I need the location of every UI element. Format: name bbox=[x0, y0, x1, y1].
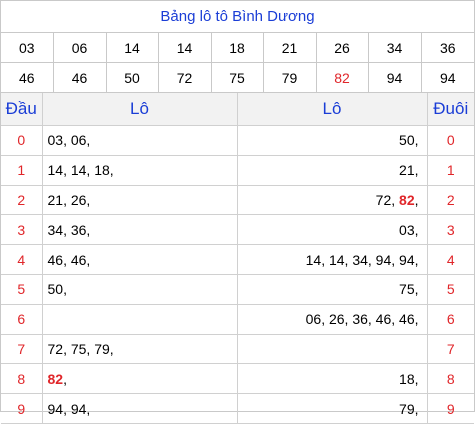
lo-right-cell: 18, bbox=[237, 363, 428, 395]
table-row: 1 14, 14, 18, 21, 1 bbox=[1, 155, 474, 186]
table-row: 7 72, 75, 79, 7 bbox=[1, 334, 474, 365]
dau-cell: 6 bbox=[1, 304, 43, 335]
lo-left-cell: 82, bbox=[42, 363, 238, 395]
dau-cell: 0 bbox=[1, 125, 43, 156]
lo-left-cell: 34, 36, bbox=[42, 214, 238, 246]
numbers-row: 46 46 50 72 75 79 82 94 94 bbox=[1, 62, 474, 93]
table-row: 3 34, 36, 03, 3 bbox=[1, 214, 474, 246]
number-cell: 26 bbox=[316, 33, 369, 63]
table-row: 2 21, 26, 72, 82, 2 bbox=[1, 185, 474, 216]
head-tail-table: Đầu Lô Lô Đuôi 0 03, 06, 50, 0 1 14, 14,… bbox=[1, 93, 474, 424]
lo-left-cell: 03, 06, bbox=[42, 125, 238, 156]
lo-right-cell bbox=[237, 334, 428, 365]
header-duoi: Đuôi bbox=[427, 93, 474, 126]
number-cell: 36 bbox=[421, 33, 474, 63]
lo-right-cell: 06, 26, 36, 46, 46, bbox=[237, 304, 428, 335]
table-row: 5 50, 75, 5 bbox=[1, 274, 474, 305]
dau-cell: 8 bbox=[1, 363, 43, 395]
lo-right-cell: 72, 82, bbox=[237, 185, 428, 216]
header-row: Đầu Lô Lô Đuôi bbox=[1, 93, 474, 126]
number-cell: 14 bbox=[158, 33, 212, 63]
lo-right-cell: 75, bbox=[237, 274, 428, 305]
lo-left-cell: 21, 26, bbox=[42, 185, 238, 216]
table-row: 6 06, 26, 36, 46, 46, 6 bbox=[1, 304, 474, 335]
lo-left-cell: 46, 46, bbox=[42, 244, 238, 275]
number-cell: 50 bbox=[106, 62, 159, 93]
number-cell: 94 bbox=[421, 62, 474, 93]
lo-right-cell: 50, bbox=[237, 125, 428, 156]
number-cell: 46 bbox=[53, 62, 107, 93]
lo-right-cell: 79, bbox=[237, 393, 428, 424]
number-cell: 18 bbox=[211, 33, 264, 63]
number-cell: 46 bbox=[1, 62, 54, 93]
numbers-grid: 03 06 14 14 18 21 26 34 36 46 46 50 72 7… bbox=[1, 33, 474, 93]
dau-cell: 2 bbox=[1, 185, 43, 216]
duoi-cell: 3 bbox=[427, 214, 474, 246]
duoi-cell: 9 bbox=[427, 393, 474, 424]
number-cell: 79 bbox=[263, 62, 317, 93]
number-cell: 14 bbox=[106, 33, 159, 63]
duoi-cell: 0 bbox=[427, 125, 474, 156]
number-cell-highlight: 82 bbox=[316, 62, 369, 93]
number-cell: 72 bbox=[158, 62, 212, 93]
duoi-cell: 1 bbox=[427, 155, 474, 186]
table-row: 4 46, 46, 14, 14, 34, 94, 94, 4 bbox=[1, 244, 474, 275]
table-title: Bảng lô tô Bình Dương bbox=[1, 1, 474, 33]
lo-right-cell: 03, bbox=[237, 214, 428, 246]
duoi-cell: 8 bbox=[427, 363, 474, 395]
header-lo-left: Lô bbox=[42, 93, 238, 126]
duoi-cell: 2 bbox=[427, 185, 474, 216]
number-cell: 03 bbox=[1, 33, 54, 63]
dau-cell: 1 bbox=[1, 155, 43, 186]
header-dau: Đầu bbox=[1, 93, 43, 126]
duoi-cell: 5 bbox=[427, 274, 474, 305]
dau-cell: 7 bbox=[1, 334, 43, 365]
dau-cell: 9 bbox=[1, 393, 43, 424]
duoi-cell: 7 bbox=[427, 334, 474, 365]
lo-right-cell: 21, bbox=[237, 155, 428, 186]
numbers-row: 03 06 14 14 18 21 26 34 36 bbox=[1, 33, 474, 63]
number-cell: 75 bbox=[211, 62, 264, 93]
table-row: 0 03, 06, 50, 0 bbox=[1, 125, 474, 156]
duoi-cell: 4 bbox=[427, 244, 474, 275]
lo-left-cell: 72, 75, 79, bbox=[42, 334, 238, 365]
number-cell: 21 bbox=[263, 33, 317, 63]
dau-cell: 5 bbox=[1, 274, 43, 305]
lo-left-cell: 50, bbox=[42, 274, 238, 305]
number-cell: 34 bbox=[368, 33, 422, 63]
number-cell: 94 bbox=[368, 62, 422, 93]
lo-right-cell: 14, 14, 34, 94, 94, bbox=[237, 244, 428, 275]
header-lo-right: Lô bbox=[237, 93, 428, 126]
number-cell: 06 bbox=[53, 33, 107, 63]
dau-cell: 3 bbox=[1, 214, 43, 246]
table-row: 9 94, 94, 79, 9 bbox=[1, 393, 474, 424]
lo-left-cell bbox=[42, 304, 238, 335]
dau-cell: 4 bbox=[1, 244, 43, 275]
lo-left-cell: 94, 94, bbox=[42, 393, 238, 424]
duoi-cell: 6 bbox=[427, 304, 474, 335]
table-row: 8 82, 18, 8 bbox=[1, 363, 474, 395]
lo-left-cell: 14, 14, 18, bbox=[42, 155, 238, 186]
